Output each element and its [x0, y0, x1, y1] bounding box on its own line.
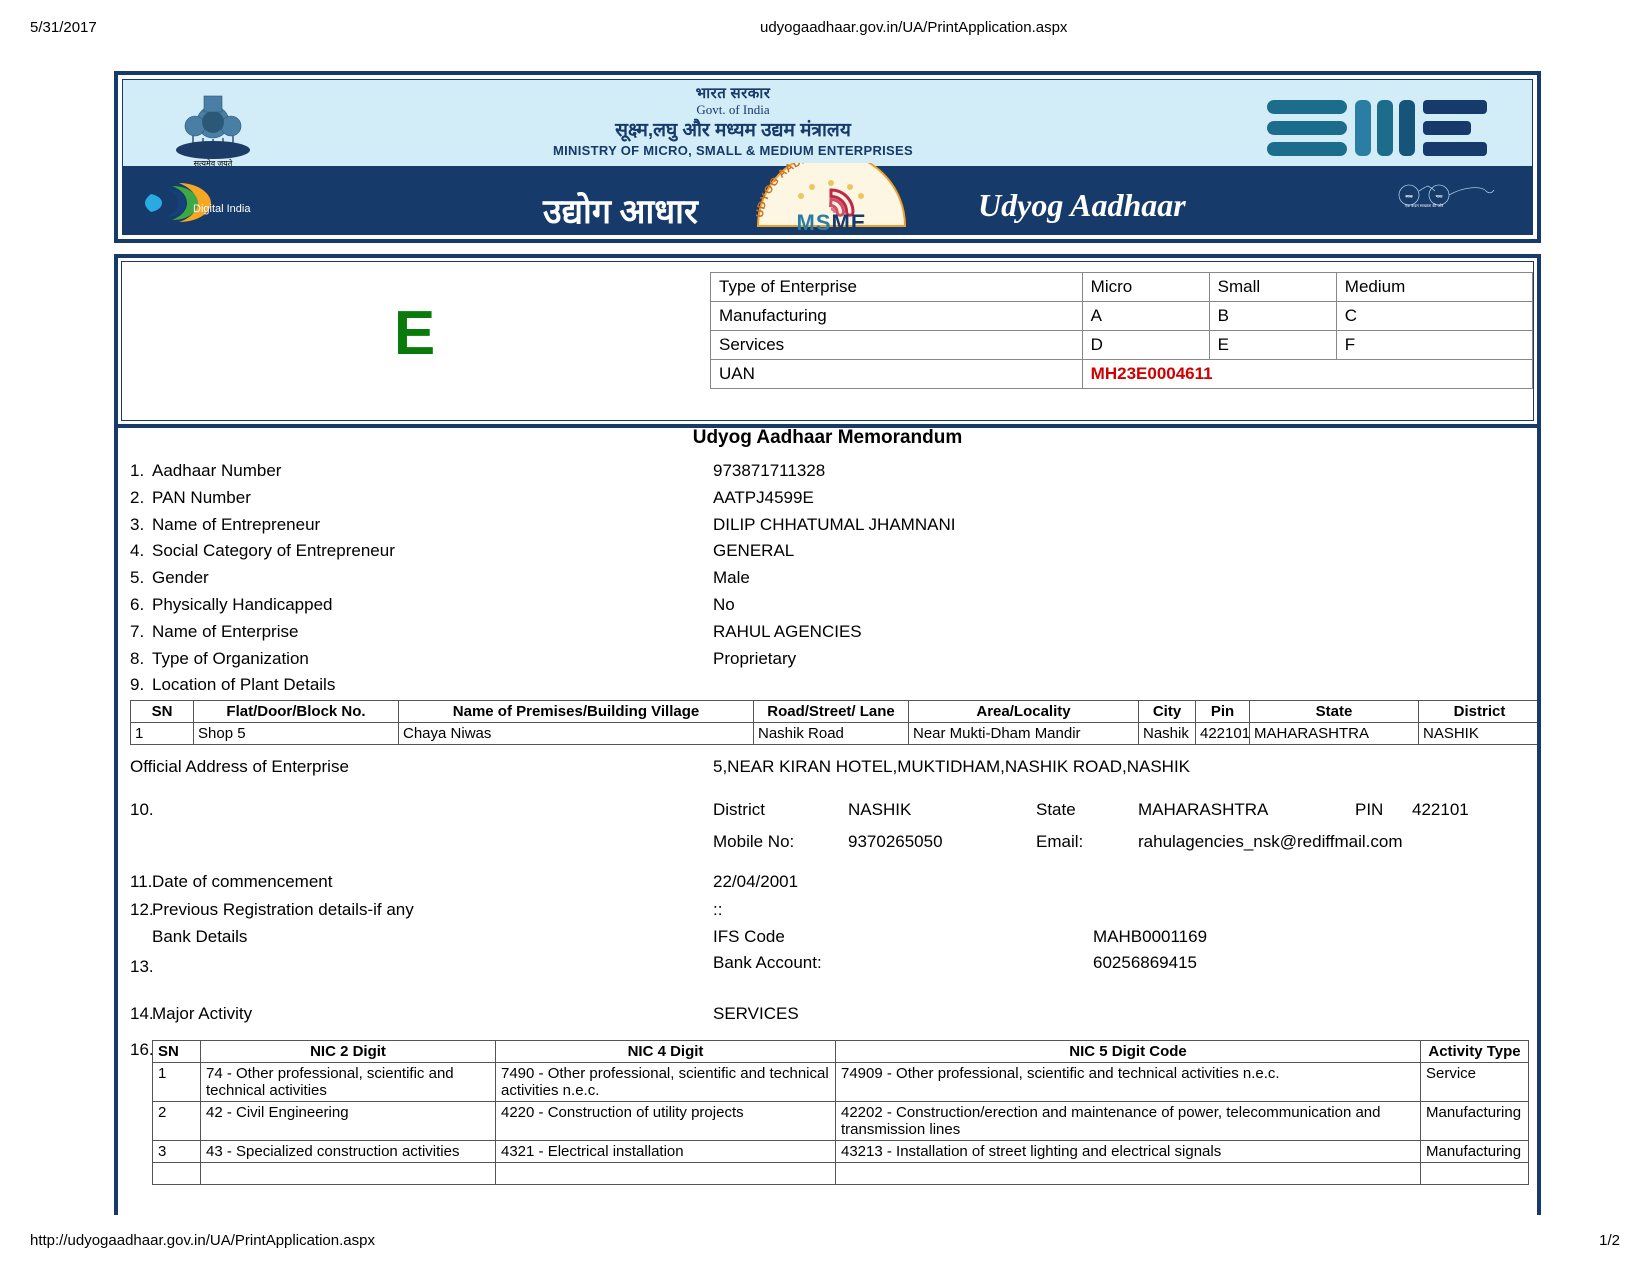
svg-text:Digital India: Digital India: [193, 203, 251, 215]
svg-text:स्वच्छ: स्वच्छ: [1404, 195, 1412, 199]
svg-text:भारत: भारत: [1436, 195, 1444, 199]
svg-text:एक कदम स्वच्छता की ओर: एक कदम स्वच्छता की ओर: [1405, 203, 1444, 208]
